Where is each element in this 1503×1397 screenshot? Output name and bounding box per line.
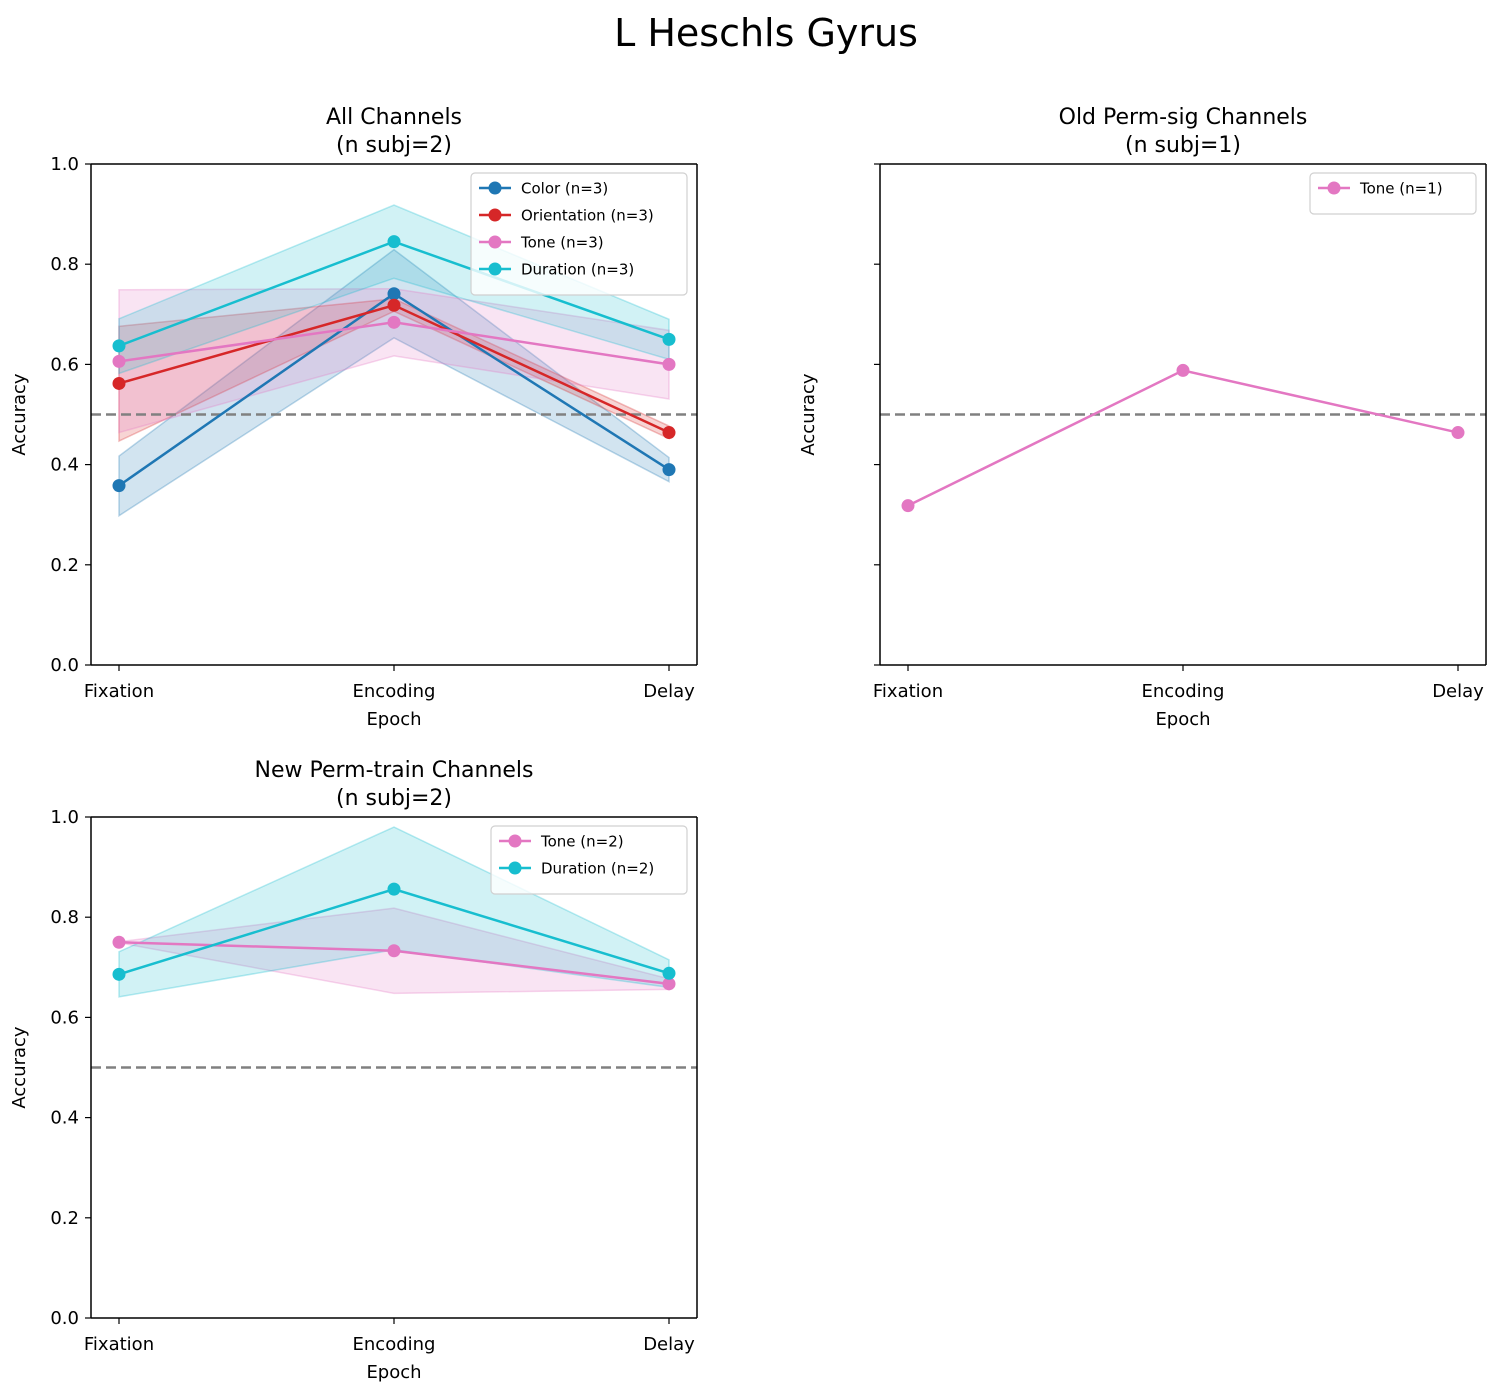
panels: All Channels (n subj=2) Fixation Encoding De… <box>9 105 1487 1383</box>
data-point-tone-n-1 <box>901 499 915 513</box>
y-tick-label: 0.2 <box>50 1208 79 1229</box>
x-tick-label: Fixation <box>84 681 154 702</box>
legend-marker <box>488 262 502 276</box>
legend-frame <box>470 172 688 296</box>
data-point-color-n-3 <box>387 287 401 301</box>
legend-marker <box>508 861 522 875</box>
panel-title-line: New Perm-train Channels <box>254 758 533 783</box>
x-axis-label: Epoch <box>1155 709 1210 730</box>
chart-panel-1: All Channels (n subj=2) Fixation Encoding De… <box>9 105 698 730</box>
data-point-duration-n-2 <box>112 967 126 981</box>
data-point-orientation-n-3 <box>112 376 126 390</box>
x-axis-label: Epoch <box>366 1362 421 1383</box>
y-tick-label: 0.0 <box>50 1308 79 1329</box>
figure-title: L Heschls Gyrus <box>614 11 918 55</box>
y-tick-label: 0.8 <box>50 254 79 275</box>
legend-label: Duration (n=3) <box>521 261 634 279</box>
legend-label: Tone (n=3) <box>520 234 604 252</box>
chart-panel-2: Old Perm-sig Channels (n subj=1) Fixation E… <box>798 105 1487 730</box>
y-axis-label: Accuracy <box>9 1026 30 1109</box>
legend-marker <box>488 208 502 222</box>
legend-label: Tone (n=1) <box>1359 180 1443 198</box>
x-tick-label: Encoding <box>353 1334 436 1355</box>
x-tick-label: Fixation <box>84 1334 154 1355</box>
data-point-tone-n-2 <box>112 935 126 949</box>
y-tick-label: 0.4 <box>50 1108 79 1129</box>
data-point-tone-n-3 <box>112 354 126 368</box>
data-point-duration-n-3 <box>387 235 401 249</box>
y-tick-label: 0.0 <box>50 655 79 676</box>
legend: Color (n=3) Orientation (n=3) Tone (n=3) Du… <box>470 172 688 296</box>
panel-title-line: Old Perm-sig Channels <box>1059 105 1308 130</box>
series-line-tone-n-1 <box>907 369 1459 507</box>
legend-label: Orientation (n=3) <box>521 207 654 225</box>
data-point-color-n-3 <box>112 479 126 493</box>
data-point-tone-n-1 <box>1176 363 1190 377</box>
legend: Tone (n=1) <box>1309 172 1477 215</box>
x-axis-label: Epoch <box>366 709 421 730</box>
legend-marker <box>488 235 502 249</box>
x-tick-label: Fixation <box>873 681 943 702</box>
data-point-orientation-n-3 <box>387 298 401 312</box>
legend-marker <box>508 834 522 848</box>
data-point-tone-n-1 <box>1451 426 1465 440</box>
y-tick-label: 0.4 <box>50 455 79 476</box>
legend-marker <box>488 181 502 195</box>
panel-title-line: (n subj=1) <box>1125 133 1241 158</box>
legend-label: Color (n=3) <box>521 180 608 198</box>
data-point-orientation-n-3 <box>662 426 676 440</box>
y-tick-label: 1.0 <box>50 154 79 175</box>
data-point-duration-n-2 <box>662 966 676 980</box>
panel-title-line: (n subj=2) <box>336 786 452 811</box>
data-point-tone-n-3 <box>662 357 676 371</box>
y-tick-label: 0.6 <box>50 354 79 375</box>
x-tick-label: Delay <box>1432 681 1484 702</box>
panel-title-line: (n subj=2) <box>336 133 452 158</box>
data-point-tone-n-2 <box>387 944 401 958</box>
x-tick-label: Delay <box>643 1334 695 1355</box>
panel-title-line: All Channels <box>326 105 462 130</box>
y-tick-label: 1.0 <box>50 807 79 828</box>
x-tick-label: Encoding <box>1142 681 1225 702</box>
y-axis-label: Accuracy <box>9 373 30 456</box>
legend-marker <box>1327 181 1341 195</box>
x-tick-label: Encoding <box>353 681 436 702</box>
y-axis-label: Accuracy <box>798 373 819 456</box>
data-point-duration-n-3 <box>662 332 676 346</box>
data-point-duration-n-3 <box>112 339 126 353</box>
legend-frame <box>1309 172 1477 215</box>
y-tick-label: 0.8 <box>50 907 79 928</box>
legend-frame <box>490 825 688 895</box>
y-tick-label: 0.2 <box>50 555 79 576</box>
legend: Tone (n=2) Duration (n=2) <box>490 825 688 895</box>
legend-label: Tone (n=2) <box>540 833 624 851</box>
chart-panel-3: New Perm-train Channels (n subj=2) Fixatio… <box>9 758 698 1383</box>
x-tick-label: Delay <box>643 681 695 702</box>
legend-label: Duration (n=2) <box>541 860 654 878</box>
data-point-tone-n-3 <box>387 315 401 329</box>
y-tick-label: 0.6 <box>50 1007 79 1028</box>
data-point-color-n-3 <box>662 463 676 477</box>
data-point-duration-n-2 <box>387 882 401 896</box>
data-point-tone-n-2 <box>662 977 676 991</box>
